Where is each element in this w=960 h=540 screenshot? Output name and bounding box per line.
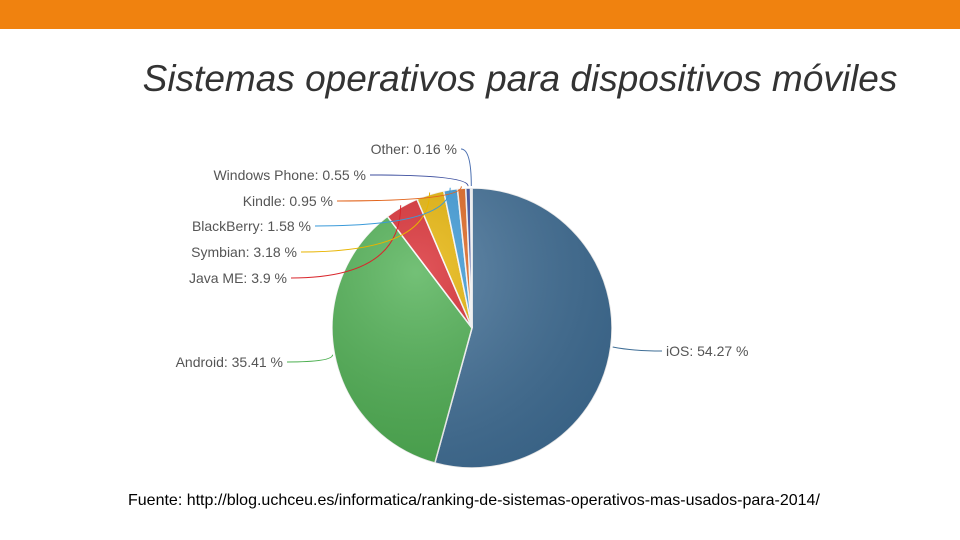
leader-line [612, 346, 663, 352]
slice-label: Windows Phone: 0.55 % [213, 167, 366, 183]
slice-label: Symbian: 3.18 % [191, 244, 297, 260]
leader-line [314, 187, 451, 227]
leader-line [286, 354, 334, 363]
slice-label: BlackBerry: 1.58 % [192, 218, 311, 234]
slice-label: Java ME: 3.9 % [189, 270, 287, 286]
leader-line [290, 205, 402, 279]
slice-label: iOS: 54.27 % [666, 343, 749, 359]
slide-title: Sistemas operativos para dispositivos mó… [142, 58, 898, 99]
top-accent-bar [0, 0, 960, 29]
leader-line [300, 192, 431, 253]
slice-label: Other: 0.16 % [371, 141, 457, 157]
source-note: Fuente: http://blog.uchceu.es/informatic… [128, 492, 820, 509]
leader-line [369, 174, 469, 187]
slice-label: Android: 35.41 % [176, 354, 283, 370]
slice-label: Kindle: 0.95 % [243, 193, 333, 209]
leader-line [336, 186, 462, 202]
leader-line [460, 148, 472, 187]
